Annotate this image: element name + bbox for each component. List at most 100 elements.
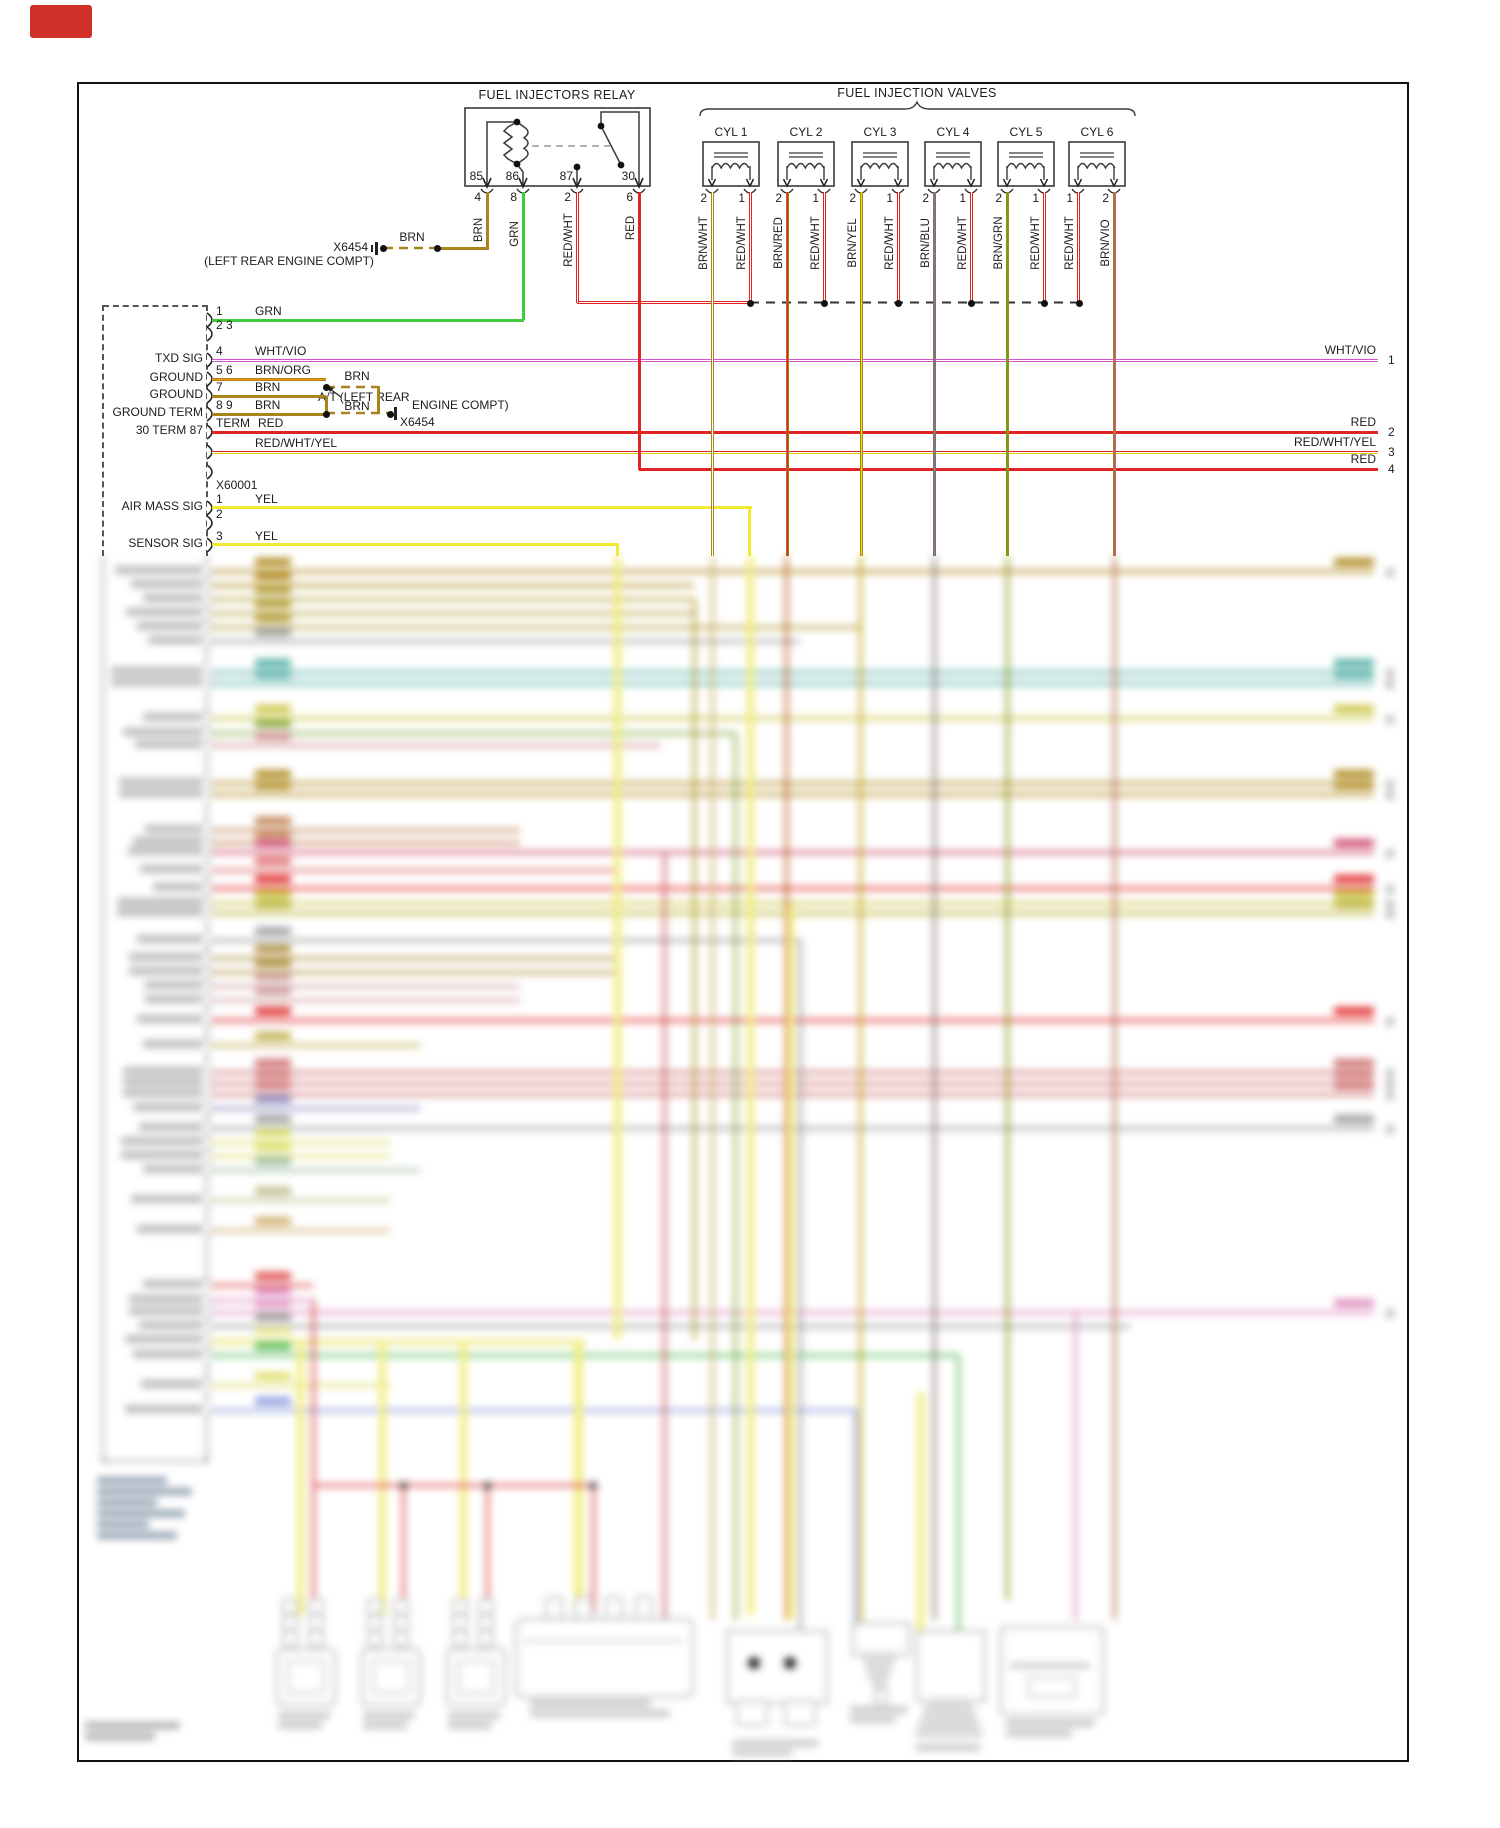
signal-label-blur bbox=[145, 995, 203, 1003]
injector-pin-number: 1 bbox=[886, 191, 893, 205]
component-label-blur bbox=[530, 1700, 650, 1707]
injector-symbol bbox=[851, 141, 909, 194]
exit-wire-name-blur bbox=[1334, 1299, 1374, 1307]
wire-name-blur bbox=[255, 705, 291, 713]
injector-pin-number: 2 bbox=[1102, 191, 1109, 205]
ecu-wire-name: YEL bbox=[255, 529, 278, 543]
wire-name-vertical: RED bbox=[625, 215, 637, 241]
wire-name-blur bbox=[255, 781, 291, 789]
signal-label-blur bbox=[128, 847, 203, 855]
component-pin bbox=[605, 1596, 623, 1620]
injector-pin-number: 1 bbox=[959, 191, 966, 205]
connector-label-x6454-top: X6454 bbox=[333, 240, 368, 254]
pin-socket-blur bbox=[204, 1164, 212, 1177]
signal-label-blur bbox=[143, 594, 203, 602]
junction-dot bbox=[746, 299, 754, 307]
exit-number-blur bbox=[1386, 885, 1394, 894]
pin-socket-blur bbox=[204, 1224, 212, 1237]
wire-blur bbox=[212, 1141, 390, 1144]
pin-socket-blur bbox=[204, 1379, 212, 1392]
junction-dot bbox=[967, 299, 975, 307]
wire-wht/vio bbox=[212, 359, 1378, 362]
wire-brn/grn bbox=[1006, 192, 1009, 556]
wire-blur bbox=[212, 640, 800, 643]
signal-label-blur bbox=[123, 1089, 203, 1097]
signal-label-blur bbox=[119, 778, 203, 786]
component-pin bbox=[545, 1596, 563, 1620]
signal-label-blur bbox=[140, 865, 203, 873]
wire-yel bbox=[212, 506, 752, 509]
wire-brn/wht bbox=[711, 192, 714, 556]
wire-vertical-blur bbox=[1073, 1312, 1077, 1620]
x6454-connector-tick bbox=[371, 245, 373, 252]
wire-name-blur bbox=[255, 1115, 291, 1123]
injector-pin-number: 2 bbox=[700, 191, 707, 205]
wire-name-vertical: BRN/BLU bbox=[920, 218, 932, 268]
cylinder-label: CYL 6 bbox=[1080, 125, 1114, 139]
exit-number: 3 bbox=[1388, 445, 1395, 459]
wire-name-blur bbox=[255, 628, 291, 636]
junction-dot-blur bbox=[483, 1481, 491, 1489]
exit-wire-name-blur bbox=[1334, 839, 1374, 847]
wire-name-blur bbox=[255, 586, 291, 594]
signal-label-blur bbox=[111, 667, 203, 675]
component-pin bbox=[367, 1598, 383, 1615]
component-pin bbox=[784, 1700, 816, 1726]
pin-socket-blur bbox=[204, 1194, 212, 1207]
wire-brn/yel bbox=[860, 192, 863, 556]
component-module bbox=[1000, 1626, 1104, 1716]
ecu-pin-number: 8 9 bbox=[216, 398, 233, 412]
wire-yel bbox=[748, 506, 751, 556]
wire-name-blur bbox=[255, 1157, 291, 1165]
ecu-wire-name: BRN/ORG bbox=[255, 363, 312, 377]
location-label-left-rear: (LEFT REAR ENGINE COMPT) bbox=[204, 254, 374, 268]
note-text-blur bbox=[85, 1722, 180, 1729]
wire-vertical-blur bbox=[916, 1392, 924, 1650]
signal-label-blur bbox=[121, 1137, 203, 1145]
wire-blur bbox=[212, 829, 520, 832]
ecu-pin-number: 2 bbox=[216, 507, 223, 521]
signal-label-blur bbox=[139, 1123, 203, 1131]
wire-grn bbox=[522, 192, 525, 320]
exit-wire-name-blur bbox=[1334, 770, 1374, 778]
ecu-pin-number: TERM bbox=[216, 416, 250, 430]
ecu-pin-sockets bbox=[206, 312, 213, 553]
relay-pin-number: 8 bbox=[510, 190, 517, 204]
injector-symbol bbox=[997, 141, 1055, 194]
wire-red/wht bbox=[897, 192, 900, 303]
wire-vertical-blur bbox=[591, 1485, 595, 1612]
pin-socket-blur bbox=[204, 864, 212, 877]
signal-label-blur bbox=[145, 825, 203, 833]
wire-name-blur bbox=[255, 732, 291, 740]
component-label-blur bbox=[363, 1722, 407, 1729]
signal-label-blur bbox=[133, 1103, 203, 1111]
signal-label-blur bbox=[121, 1151, 203, 1159]
wire-vertical-blur bbox=[710, 556, 714, 1620]
wire-brn bbox=[486, 192, 489, 248]
exit-wire-name-blur bbox=[1334, 1070, 1374, 1078]
exit-wire-name-blur bbox=[1334, 659, 1374, 667]
component-plug-inner bbox=[457, 1660, 495, 1694]
wire-brn bbox=[437, 247, 489, 250]
pin-socket-blur bbox=[204, 635, 212, 648]
exit-wire-name-blur bbox=[1334, 875, 1374, 883]
x6454-connector-bar bbox=[375, 242, 378, 255]
wire-vertical-blur bbox=[378, 1340, 386, 1615]
component-pin bbox=[308, 1614, 324, 1631]
component-pin bbox=[575, 1596, 593, 1620]
component-pin bbox=[452, 1630, 468, 1647]
wire-name-vertical: BRN/VIO bbox=[1100, 219, 1112, 267]
wire-vertical-blur bbox=[932, 556, 936, 1620]
ecu-signal-label: 30 TERM 87 bbox=[135, 423, 203, 437]
ecu-signal-label: GROUND TERM bbox=[112, 405, 203, 419]
wire-vertical-blur bbox=[401, 1485, 405, 1612]
exit-number-blur bbox=[1386, 900, 1394, 909]
pin-socket-blur bbox=[204, 846, 212, 859]
pin-socket-blur bbox=[204, 1136, 212, 1149]
wire-blur bbox=[212, 1169, 420, 1172]
component-pin bbox=[635, 1596, 653, 1620]
injector-symbol bbox=[924, 141, 982, 194]
relay-pin-number: 4 bbox=[474, 190, 481, 204]
exit-number-blur bbox=[1386, 1017, 1394, 1026]
wire-name-vertical: BRN bbox=[473, 217, 485, 243]
